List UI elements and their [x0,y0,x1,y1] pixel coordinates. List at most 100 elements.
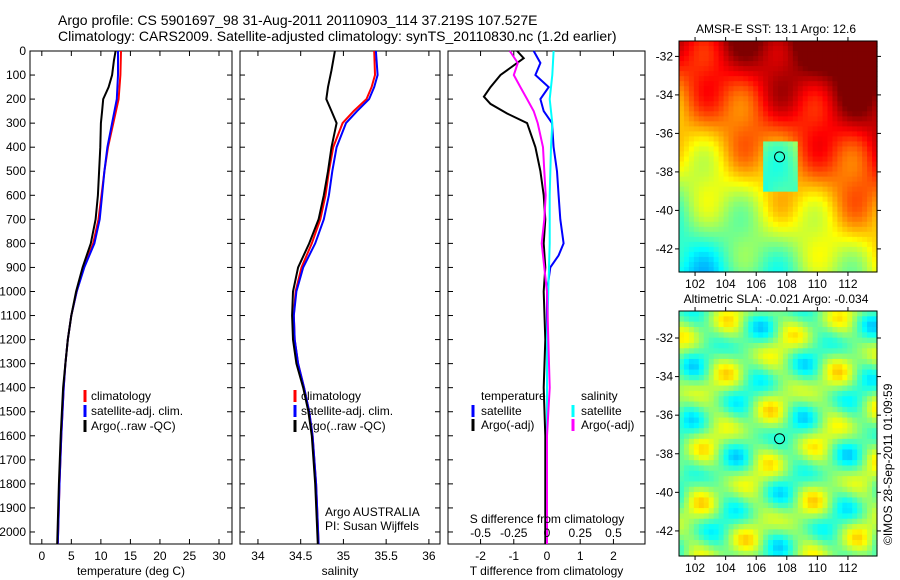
map-cell [773,156,779,163]
map-cell [753,91,759,97]
map-cell [728,86,735,92]
map-cell [738,121,744,127]
map-cell [683,390,690,397]
map-cell [797,241,804,248]
panel-frame [29,50,233,545]
map-cell [723,550,730,557]
map-cell [723,146,730,153]
map-cell [812,91,819,97]
map-cell [768,465,774,472]
map-cell [723,396,730,403]
map-cell [812,348,819,355]
map-cell [698,156,705,163]
map-cell [837,353,843,360]
map-cell [787,454,794,461]
map-cell [713,71,720,77]
map-cell [807,460,814,467]
y-tick-label: 800 [6,236,26,250]
map-cell [862,444,868,451]
map-cell [728,508,735,514]
map-cell [679,46,685,52]
map-cell [862,449,868,456]
map-cell [688,171,695,178]
map-cell [778,146,784,153]
map-cell [802,396,809,403]
map-cell [758,111,764,117]
map-cell [718,61,725,67]
map-cell [807,412,814,419]
map-cell [753,256,759,263]
map-cell [773,66,779,72]
map-cell [872,41,878,47]
map-cell [683,61,690,67]
map-cell [768,369,774,376]
map-cell [763,433,769,440]
map-cell [698,353,705,360]
map-cell [847,171,853,178]
map-cell [698,337,705,344]
map-cell [723,246,730,253]
map-cell [782,465,789,472]
map-cell [802,524,809,530]
map-cell [857,380,863,387]
map-cell [718,131,725,138]
map-cell [867,221,873,228]
map-cell [763,261,769,268]
y-tick-label: 1600 [0,429,26,443]
map-cell [857,241,863,248]
map-cell [683,81,690,87]
map-cell [733,332,739,339]
map-cell [797,460,804,467]
map-cell [713,191,720,198]
map-cell [773,171,779,178]
map-cell [872,176,878,183]
map-cell [723,476,730,483]
map-cell [782,246,789,253]
map-cell [862,550,868,557]
map-cell [758,342,764,349]
map-cell [768,61,774,67]
map-cell [787,101,794,107]
map-cell [683,433,690,440]
map-cell [723,221,730,228]
x-tick-label: 15 [124,549,138,563]
map-cell [787,460,794,467]
map-cell [867,211,873,218]
map-cell [847,396,853,403]
map-cell [857,470,863,477]
map-cell [872,46,878,52]
map-cell [778,444,784,451]
map-cell [733,342,739,349]
map-cell [708,211,715,218]
map-cell [743,176,749,183]
map-cell [748,412,754,419]
map-cell [872,358,878,365]
map-cell [723,353,730,360]
map-cell [792,226,799,233]
map-cell [847,41,853,47]
map-cell [763,46,769,52]
map-cell [812,342,819,349]
map-cell [787,121,794,127]
map-cell [778,231,784,238]
map-cell [723,171,730,178]
y-tick-label: 1900 [0,501,26,515]
map-cell [679,61,685,67]
map-cell [768,390,774,397]
map-cell [862,348,868,355]
x-tick-label: 5 [68,549,75,563]
map-cell [867,146,873,153]
map-cell [782,470,789,477]
map-cell [852,428,858,435]
map-cell [708,221,715,228]
map-cell [683,460,690,467]
map-cell [842,51,848,57]
map-cell [679,417,685,424]
map-cell [822,529,829,536]
map-cell [743,438,749,445]
map-cell [703,433,710,440]
map-cell [782,206,789,213]
map-cell [753,433,759,440]
map-cell [872,438,878,445]
map-cell [758,66,764,72]
